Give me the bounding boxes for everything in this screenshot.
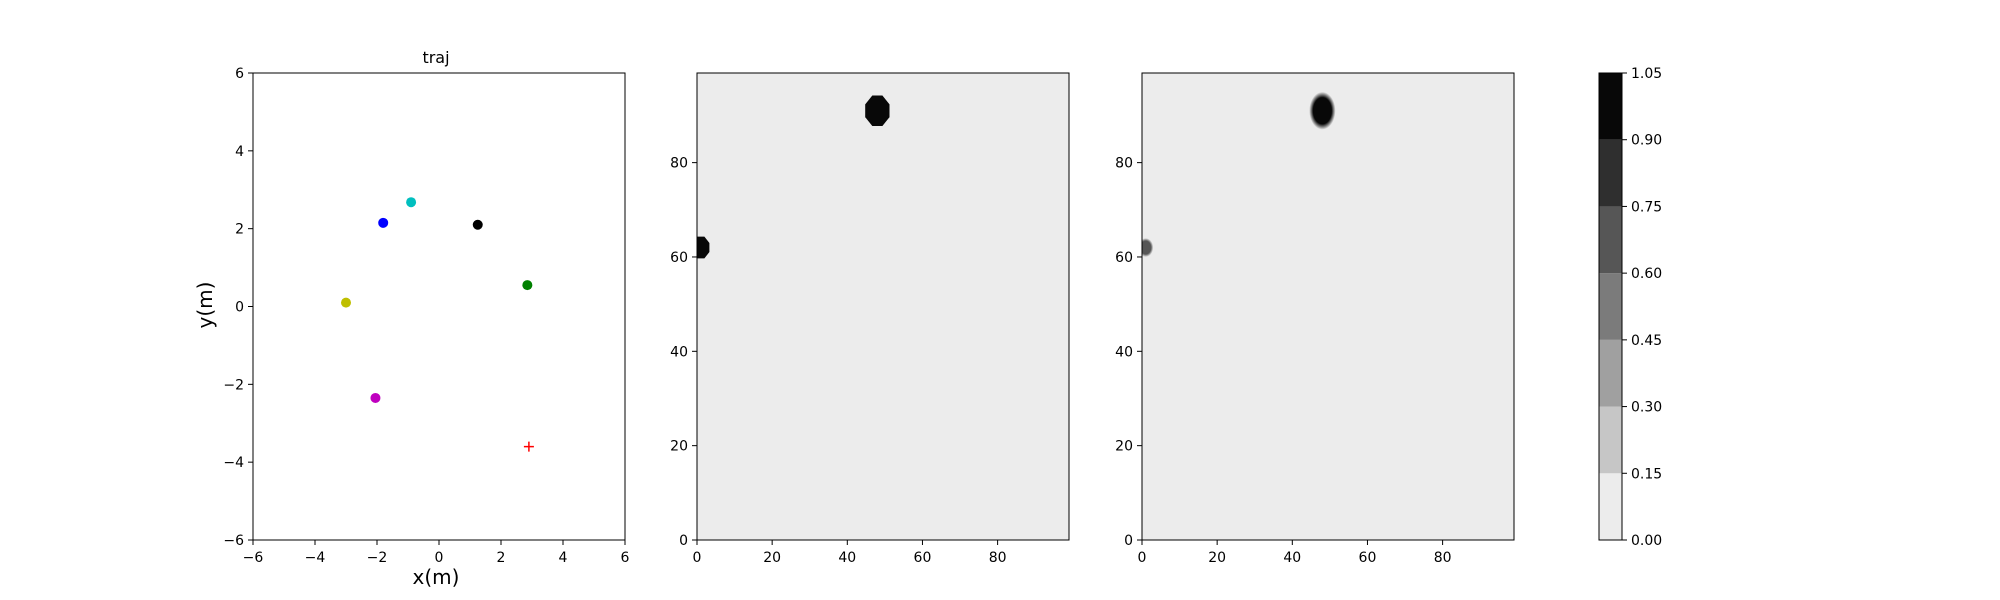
x-tick-label: −2 — [367, 550, 388, 566]
heatmap-background — [1142, 73, 1514, 540]
colorbar-band-1 — [1599, 406, 1622, 474]
y-tick-label: −6 — [223, 533, 244, 549]
x-tick-label: −6 — [243, 550, 264, 566]
scatter-point-2 — [472, 219, 483, 230]
y-tick-label: 60 — [1115, 250, 1133, 266]
scatter-point-1 — [406, 197, 417, 208]
x-tick-label: 4 — [559, 550, 568, 566]
y-tick-label: 60 — [670, 250, 688, 266]
y-tick-label: 20 — [1115, 439, 1133, 455]
colorbar-tick-label: 0.45 — [1631, 333, 1662, 349]
y-tick-label: 40 — [670, 344, 688, 360]
x-tick-label: −4 — [305, 550, 326, 566]
heatmap-panel-2: 0 20 40 60 80 0 20 40 60 80 — [1115, 72, 1515, 566]
colorbar-band-0 — [1599, 473, 1622, 540]
heatmap-blob-1 — [697, 236, 710, 259]
x-tick-label: 0 — [1138, 550, 1147, 566]
x-tick-label: 40 — [838, 550, 856, 566]
heatmap-panel-1: 0 20 40 60 80 0 20 40 60 80 — [670, 72, 1070, 566]
x-tick-label: 20 — [763, 550, 781, 566]
axes-frame — [252, 72, 626, 541]
x-tick-label: 80 — [1434, 550, 1452, 566]
y-tick-label: 0 — [235, 300, 244, 316]
x-tick-label: 60 — [914, 550, 932, 566]
scatter-point-6 — [523, 441, 534, 452]
scatter-point-4 — [341, 297, 351, 308]
x-tick-label: 0 — [435, 550, 444, 566]
colorbar-band-5 — [1599, 139, 1622, 207]
y-tick-label: 0 — [679, 533, 688, 549]
colorbar-tick-label: 0.60 — [1631, 266, 1662, 282]
x-tick-label: 40 — [1283, 550, 1301, 566]
y-tick-label: 40 — [1115, 344, 1133, 360]
y-tick-label: 20 — [670, 439, 688, 455]
colorbar-tick-label: 0.15 — [1631, 466, 1662, 482]
colorbar-band-3 — [1599, 273, 1622, 340]
colorbar-band-4 — [1599, 206, 1622, 274]
scatter-point-0 — [378, 217, 389, 228]
colorbar-band-2 — [1599, 339, 1622, 407]
x-tick-label: 80 — [989, 550, 1007, 566]
trajectory-panel: traj x(m) y(m) −6 −4 −2 0 2 4 6 −6 −4 −2 0 2 4 6 — [193, 48, 630, 589]
y-tick-label: 6 — [235, 66, 244, 82]
colorbar-band-6 — [1599, 73, 1622, 140]
x-tick-label: 6 — [621, 550, 630, 566]
colorbar-tick-label: 0.75 — [1631, 199, 1662, 215]
trajectory-y-axis-label: y(m) — [193, 282, 217, 329]
colorbar-tick-label: 1.05 — [1631, 66, 1662, 82]
y-tick-label: −2 — [223, 377, 244, 393]
colorbar-tick-label: 0.90 — [1631, 133, 1662, 149]
heatmap-background — [697, 73, 1069, 540]
trajectory-x-axis-label: x(m) — [413, 565, 460, 589]
heatmap-blob-1 — [1142, 238, 1154, 257]
colorbar-tick-label: 0.00 — [1631, 533, 1662, 549]
y-tick-label: 80 — [670, 156, 688, 172]
y-tick-label: 4 — [235, 144, 244, 160]
x-tick-label: 0 — [693, 550, 702, 566]
x-tick-label: 60 — [1359, 550, 1377, 566]
colorbar: 0.00 0.15 0.30 0.45 0.60 0.75 0.90 1.05 — [1598, 66, 1662, 549]
y-tick-label: 80 — [1115, 156, 1133, 172]
scatter-point-5 — [370, 392, 381, 403]
y-tick-label: 0 — [1124, 533, 1133, 549]
y-tick-label: −4 — [223, 455, 244, 471]
heatmap-blob-0 — [1309, 91, 1336, 130]
x-tick-label: 20 — [1208, 550, 1226, 566]
axes-frame — [1141, 72, 1515, 541]
colorbar-frame — [1598, 72, 1623, 541]
y-tick-label: 2 — [235, 222, 244, 238]
x-tick-label: 2 — [497, 550, 506, 566]
heatmap-blob-0 — [865, 95, 890, 126]
scatter-point-3 — [522, 280, 533, 291]
axes-frame — [696, 72, 1070, 541]
colorbar-tick-label: 0.30 — [1631, 400, 1662, 416]
trajectory-title: traj — [422, 48, 449, 67]
